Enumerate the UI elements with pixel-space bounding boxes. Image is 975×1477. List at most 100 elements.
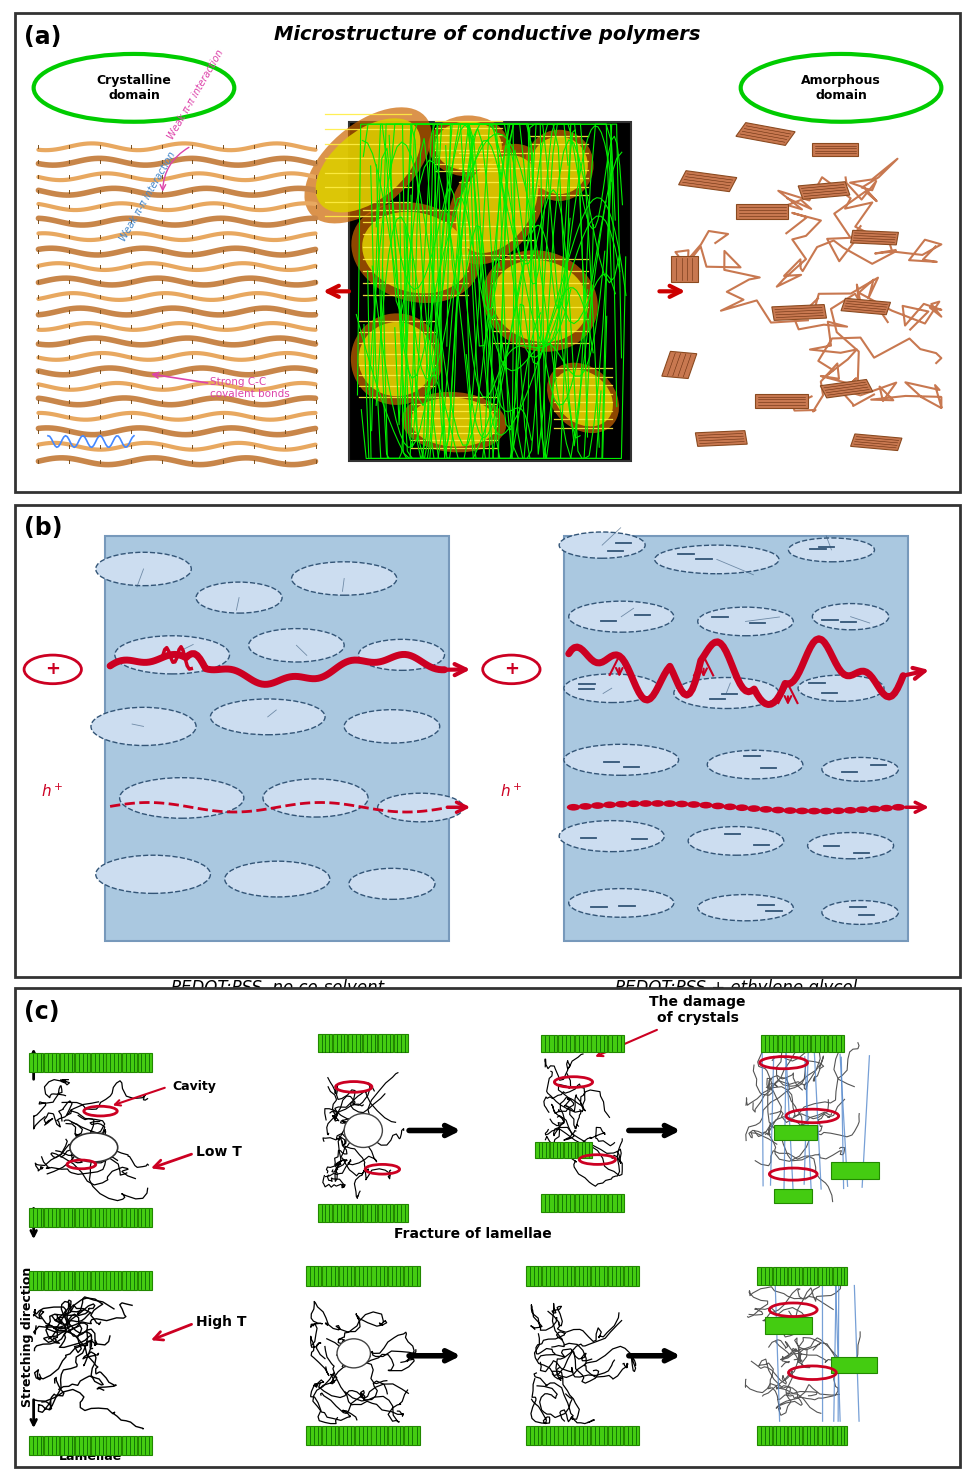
Bar [91,1436,105,1455]
Bar [29,1436,44,1455]
Bar [671,257,698,282]
Text: Cavity: Cavity [173,1080,216,1093]
Bar [45,1208,58,1227]
FancyBboxPatch shape [349,121,631,461]
Bar [378,1034,393,1053]
Text: (a): (a) [24,25,61,49]
Bar [832,1357,878,1372]
Bar [608,1195,624,1213]
Bar [574,1034,591,1052]
Bar [137,1272,152,1291]
Bar [758,1427,771,1445]
Ellipse shape [822,901,898,925]
Bar [137,1053,152,1072]
Circle shape [856,806,869,812]
Text: Strong C-C
covalent bonds: Strong C-C covalent bonds [211,378,291,399]
Bar [755,394,807,408]
Circle shape [675,801,688,808]
Bar [371,1266,387,1285]
Circle shape [711,802,724,809]
Bar [355,1266,370,1285]
Bar [122,1436,136,1455]
Ellipse shape [349,868,435,899]
Text: Fracture of lamellae: Fracture of lamellae [394,1227,552,1241]
Bar [394,1034,408,1053]
Bar [828,1034,844,1052]
Ellipse shape [698,895,794,920]
Text: Low T: Low T [196,1145,242,1159]
Ellipse shape [674,678,779,709]
Ellipse shape [91,707,196,746]
Bar [550,1142,563,1158]
Ellipse shape [211,699,325,734]
Bar [820,380,873,397]
Ellipse shape [525,130,594,201]
Text: Crystalline
domain: Crystalline domain [97,74,172,102]
Bar [122,1053,136,1072]
Ellipse shape [655,545,779,573]
Ellipse shape [377,793,464,821]
Bar [591,1425,606,1446]
Ellipse shape [402,391,506,452]
Bar [333,1204,347,1221]
Circle shape [783,808,797,814]
Text: +: + [45,660,60,678]
Circle shape [579,803,592,809]
Bar [818,1427,832,1445]
Circle shape [687,801,700,808]
Ellipse shape [96,855,211,894]
Bar [405,1266,419,1285]
Bar [841,298,890,315]
Ellipse shape [263,778,369,817]
Ellipse shape [741,55,942,121]
Bar [541,1034,557,1052]
Ellipse shape [351,202,481,303]
Text: The damage
of crystals: The damage of crystals [649,995,746,1025]
Bar [778,1034,794,1052]
Ellipse shape [224,861,330,897]
Bar [818,1267,832,1285]
Ellipse shape [698,607,794,635]
Bar [355,1425,370,1446]
Ellipse shape [120,778,244,818]
Bar [591,1266,606,1285]
Bar [323,1266,337,1285]
Circle shape [796,808,809,814]
Ellipse shape [812,604,889,629]
Bar [564,1142,577,1158]
Bar [105,536,449,941]
Ellipse shape [564,744,679,775]
Bar [75,1436,90,1455]
Text: Weak π-π interaction: Weak π-π interaction [119,149,178,242]
Bar [624,1425,640,1446]
Bar [59,1208,74,1227]
Bar [106,1436,121,1455]
Ellipse shape [337,1338,370,1368]
Circle shape [627,801,641,806]
Ellipse shape [822,758,898,781]
Ellipse shape [492,260,588,343]
Text: PEDOT:PSS + ethylene glycol: PEDOT:PSS + ethylene glycol [615,979,857,997]
Text: $h^+$: $h^+$ [500,783,523,801]
Text: $h^+$: $h^+$ [41,783,64,801]
Bar [91,1053,105,1072]
Bar [535,1142,549,1158]
Bar [29,1272,44,1291]
Bar [388,1266,404,1285]
Text: Lamellae: Lamellae [59,1450,123,1464]
Bar [833,1427,847,1445]
Bar [306,1425,322,1446]
Ellipse shape [435,121,502,171]
Ellipse shape [807,833,893,858]
Bar [764,1317,812,1334]
Ellipse shape [304,108,432,223]
Ellipse shape [96,552,191,586]
Bar [364,1034,377,1053]
Ellipse shape [455,155,538,253]
Bar [799,182,850,199]
Bar [811,1034,827,1052]
Bar [774,1189,812,1204]
Ellipse shape [547,363,619,433]
FancyBboxPatch shape [15,13,960,492]
Text: Stretching direction: Stretching direction [21,1266,34,1406]
